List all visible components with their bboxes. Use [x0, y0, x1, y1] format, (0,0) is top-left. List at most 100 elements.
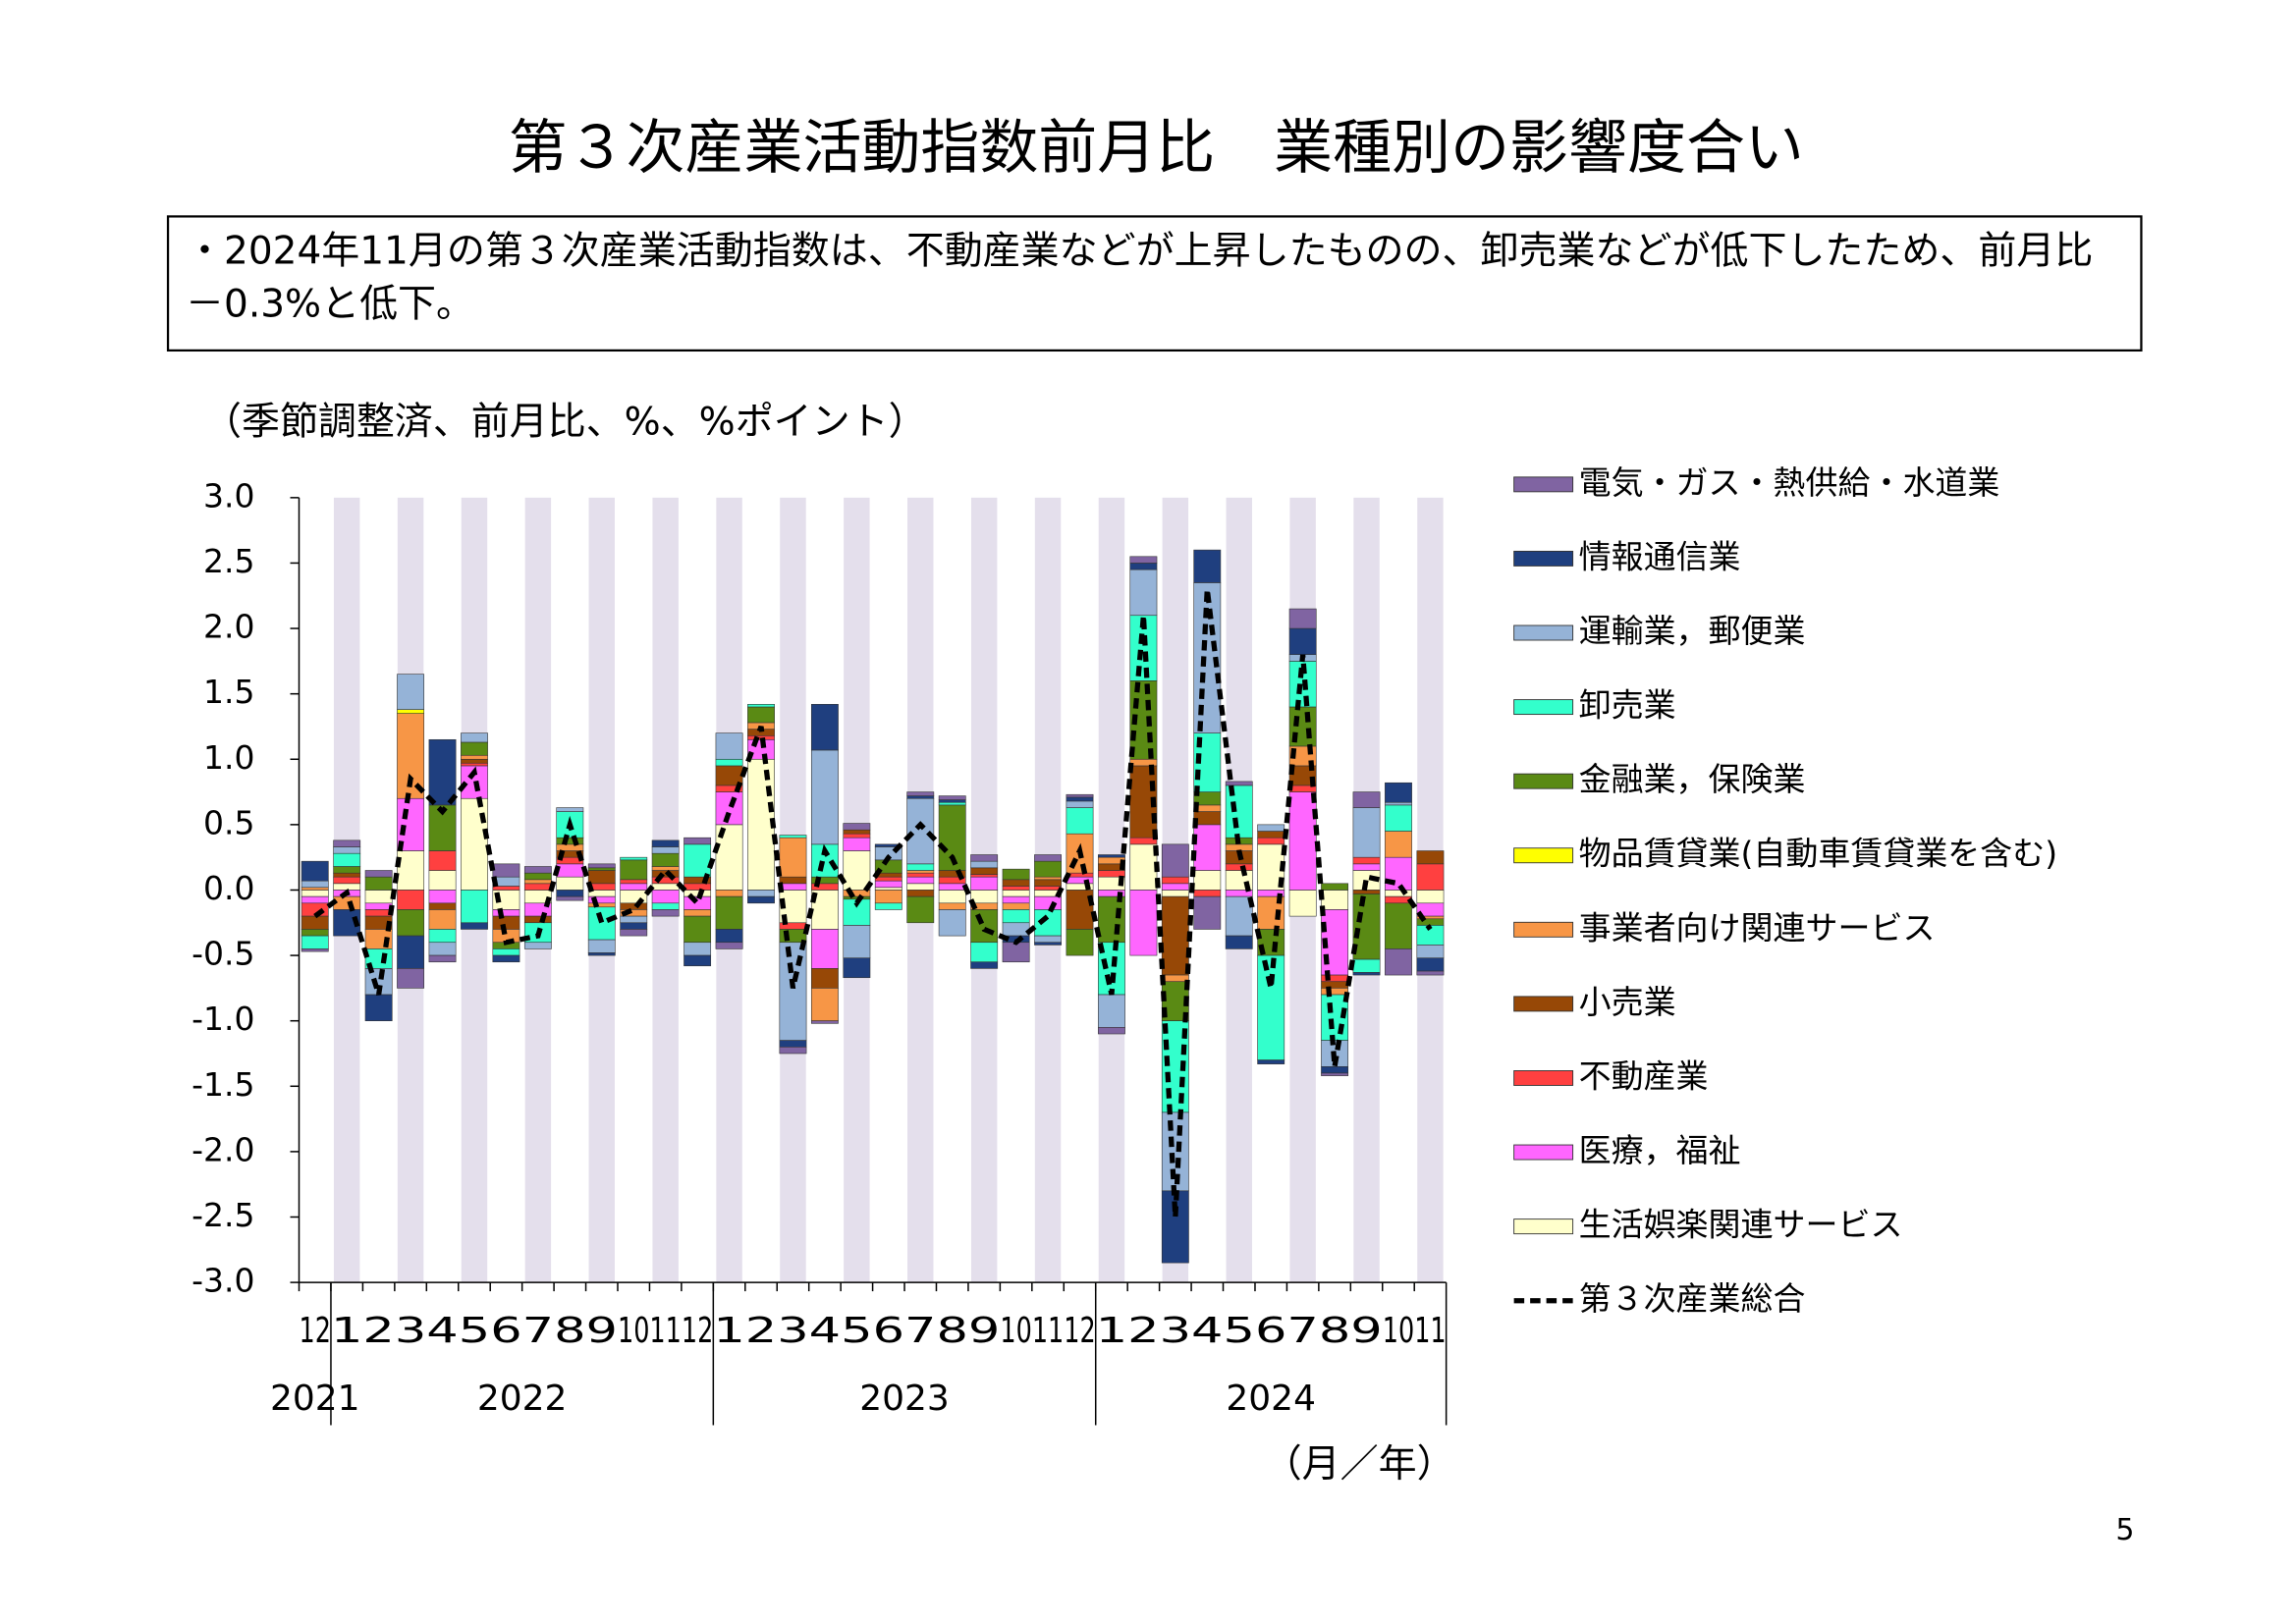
bar-segment [1193, 549, 1222, 583]
bar-segment [1002, 879, 1030, 887]
bar-segment [874, 902, 902, 910]
bar-segment [810, 704, 839, 751]
year-label: 2023 [859, 1379, 950, 1419]
legend-swatch [1513, 550, 1574, 567]
bar-segment [428, 942, 457, 956]
x-tick-label: 12 [1064, 1311, 1095, 1351]
legend-label: 医療，福祉 [1579, 1131, 1741, 1169]
bar-segment [810, 1020, 839, 1024]
bar-segment [938, 909, 966, 937]
x-tick-label: 9 [586, 1311, 618, 1351]
bar-segment [1098, 1027, 1125, 1035]
bar-segment [301, 880, 329, 889]
y-tick-label: -3.0 [191, 1262, 254, 1300]
bar-segment [906, 872, 935, 878]
x-tick-label: 10 [1383, 1311, 1414, 1351]
bar-segment [556, 807, 584, 812]
bar-segment [587, 952, 616, 956]
bar-segment [1416, 890, 1445, 904]
bar-segment [843, 957, 871, 979]
bar-segment [523, 879, 552, 885]
bar-segment [1385, 782, 1412, 803]
bar-segment [1416, 957, 1445, 972]
x-tick-label: 2 [1127, 1311, 1159, 1351]
bar-segment [461, 890, 488, 924]
bar-segment [1129, 568, 1158, 617]
x-tick-label: 11 [1414, 1311, 1446, 1351]
bar-segment [301, 948, 329, 952]
bar-segment [364, 876, 393, 891]
legend-label: 生活娯楽関連サービス [1579, 1206, 1903, 1244]
bar-segment [301, 935, 329, 949]
bar-segment [715, 758, 743, 767]
bar-segment [747, 706, 775, 724]
bar-segment [1257, 954, 1285, 1060]
total-line [313, 588, 1433, 1218]
bar-segment [715, 895, 743, 930]
bar-segment [747, 704, 775, 708]
bar-segment [492, 948, 520, 956]
bar-segment [1034, 876, 1062, 881]
bar-segment [428, 954, 457, 963]
bar-segment [492, 863, 520, 878]
bar-segment [1034, 895, 1062, 910]
bar-segment [556, 895, 584, 901]
bar-segment [1288, 791, 1317, 891]
bar-segment [906, 890, 935, 897]
bar-segment [1034, 909, 1062, 937]
bar-segment [1034, 886, 1062, 891]
bar-segment [747, 895, 775, 904]
x-tick-label: 1 [713, 1311, 744, 1351]
legend-swatch [1513, 1144, 1574, 1161]
bar-segment [1193, 890, 1222, 897]
legend-swatch [1513, 1070, 1574, 1086]
x-tick-label: 8 [936, 1311, 967, 1351]
bar-segment [810, 929, 839, 969]
x-tick-label: 11 [649, 1311, 681, 1351]
bar-segment [587, 902, 616, 908]
bar-segment [683, 837, 712, 845]
year-label: 2024 [1226, 1379, 1316, 1419]
bar-segment [620, 856, 648, 861]
bar-segment [843, 833, 871, 839]
bar-segment [428, 870, 457, 891]
legend-swatch [1513, 921, 1574, 938]
legend-swatch [1513, 996, 1574, 1012]
bar-segment [970, 890, 999, 904]
bar-segment [715, 929, 743, 944]
bar-segment [428, 909, 457, 930]
bar-segment [906, 863, 935, 871]
x-tick-label: 10 [618, 1311, 649, 1351]
bar-segment [906, 791, 935, 796]
bar-segment [1416, 945, 1445, 959]
bar-segment [651, 909, 680, 917]
bar-segment [1161, 883, 1189, 891]
bar-segment [1002, 895, 1030, 904]
bar-segment [1385, 856, 1412, 891]
bar-segment [651, 866, 680, 871]
bar-segment [333, 876, 361, 885]
bar-segment [523, 915, 552, 924]
bar-segment [301, 890, 329, 897]
bar-segment [333, 852, 361, 867]
bar-segment [874, 880, 902, 889]
bar-segment [715, 732, 743, 760]
bar-segment [906, 870, 935, 874]
bar-segment [906, 795, 935, 799]
bar-segment [970, 867, 999, 875]
legend-swatch [1513, 1218, 1574, 1235]
bar-segment [587, 906, 616, 941]
x-tick-label: 3 [1160, 1311, 1191, 1351]
bar-segment [523, 872, 552, 881]
bar-segment [651, 883, 680, 891]
x-tick-label: 5 [841, 1311, 872, 1351]
legend-label: 小売業 [1579, 983, 1676, 1021]
bar-segment [620, 929, 648, 937]
y-tick-label: -0.5 [191, 935, 254, 973]
bar-segment [1129, 890, 1158, 956]
bar-segment [333, 839, 361, 847]
bar-segment [620, 902, 648, 910]
bar-segment [747, 890, 775, 897]
bar-segment [779, 883, 807, 891]
